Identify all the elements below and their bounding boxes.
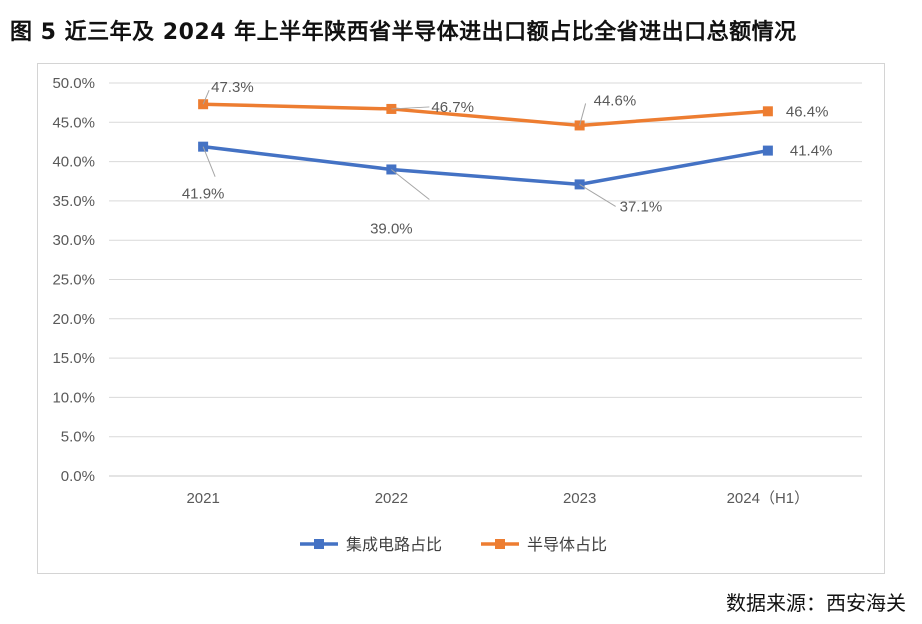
y-tick-label: 35.0% (52, 193, 95, 210)
x-tick-label: 2024（H1） (727, 490, 810, 507)
figure-title: 图 5 近三年及 2024 年上半年陕西省半导体进出口额占比全省进出口总额情况 (10, 20, 797, 45)
y-tick-label: 0.0% (61, 468, 95, 485)
data-label-leader (391, 106, 430, 110)
y-tick-label: 10.0% (52, 389, 95, 406)
data-label: 39.0% (370, 220, 413, 237)
source-note: 数据来源：西安海关 (726, 591, 906, 615)
legend-label: 半导体占比 (527, 535, 607, 554)
data-label-leader (202, 90, 210, 105)
data-label-leader (579, 103, 587, 126)
y-tick-label: 15.0% (52, 350, 95, 367)
y-tick-label: 5.0% (61, 429, 95, 446)
series-line-0 (202, 144, 769, 187)
x-tick-label: 2021 (186, 490, 219, 507)
x-tick-label: 2022 (375, 490, 408, 507)
data-point-marker (762, 145, 773, 156)
y-tick-label: 25.0% (52, 272, 95, 289)
data-label: 37.1% (620, 198, 663, 215)
legend-marker-0 (314, 539, 324, 549)
series-line-1 (203, 102, 769, 128)
data-label: 41.4% (790, 143, 833, 160)
data-label: 46.7% (431, 99, 474, 116)
chart-frame (37, 63, 885, 574)
data-label-leader (391, 169, 430, 200)
data-label-leader (579, 183, 616, 207)
legend-marker-1 (495, 539, 505, 549)
y-tick-label: 20.0% (52, 311, 95, 328)
data-label: 44.6% (594, 92, 637, 109)
data-label: 47.3% (211, 79, 254, 96)
data-label: 41.9% (182, 186, 225, 203)
y-tick-label: 30.0% (52, 232, 95, 249)
legend-label: 集成电路占比 (346, 535, 442, 554)
data-label-leader (202, 146, 216, 177)
y-tick-label: 50.0% (52, 75, 95, 92)
data-point-marker (762, 106, 773, 117)
x-tick-label: 2023 (563, 490, 596, 507)
y-tick-label: 40.0% (52, 154, 95, 171)
y-tick-label: 45.0% (52, 114, 95, 131)
data-label: 46.4% (786, 103, 829, 120)
